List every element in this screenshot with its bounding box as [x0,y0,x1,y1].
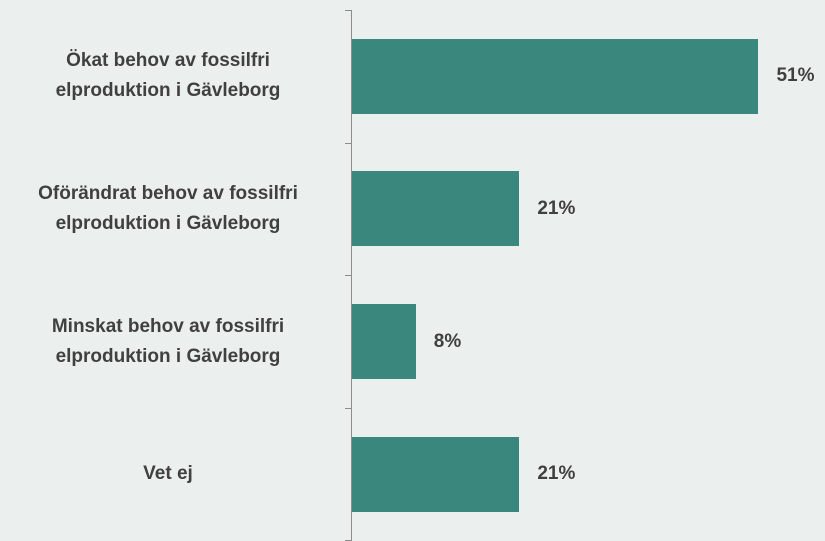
bar [352,171,520,247]
bar [352,436,520,512]
value-label: 8% [433,330,462,352]
bar [352,304,416,379]
axis-tick [345,10,352,11]
bar [352,38,759,114]
category-label: Minskat behov av fossilfri elproduktion … [51,315,285,367]
value-label: 21% [537,463,576,485]
category-label: Ökat behov av fossilfri elproduktion i G… [55,50,281,102]
axis-tick [345,407,352,409]
axis-tick [345,275,352,277]
value-label: 21% [537,197,576,219]
axis-tick [345,142,352,144]
value-label: 51% [776,65,815,87]
category-label: Oförändrat behov av fossilfri elprodukti… [38,182,298,234]
category-label: Vet ej [143,463,193,485]
